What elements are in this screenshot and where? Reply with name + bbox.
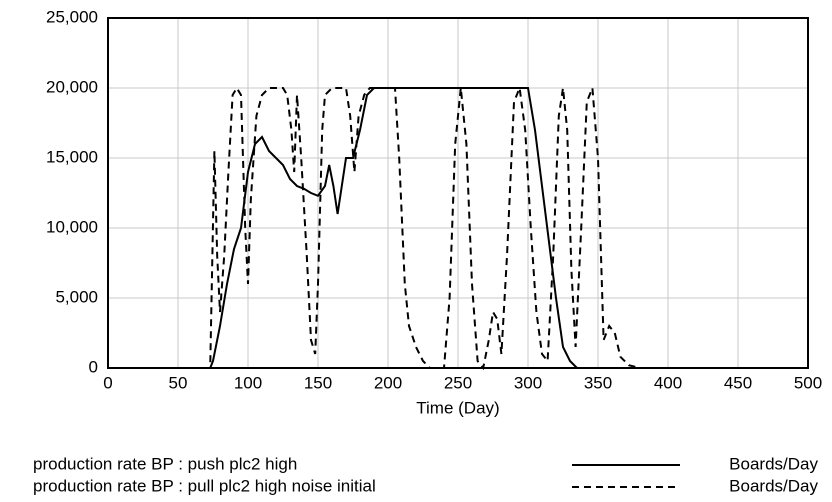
x-tick-label: 200: [374, 373, 402, 392]
x-tick-label: 150: [304, 373, 332, 392]
x-tick-label: 350: [584, 373, 612, 392]
y-tick-label: 20,000: [46, 77, 98, 96]
y-tick-label: 10,000: [46, 217, 98, 236]
y-tick-label: 25,000: [46, 7, 98, 26]
legend-label: production rate BP : pull plc2 high nois…: [33, 476, 376, 495]
x-tick-label: 100: [234, 373, 262, 392]
x-tick-label: 400: [654, 373, 682, 392]
x-tick-label: 450: [724, 373, 752, 392]
x-tick-label: 300: [514, 373, 542, 392]
x-tick-label: 500: [794, 373, 822, 392]
x-tick-label: 0: [103, 373, 112, 392]
y-tick-label: 0: [89, 357, 98, 376]
plot-frame: [107, 17, 809, 369]
legend-label: production rate BP : push plc2 high: [33, 454, 297, 473]
x-tick-label: 50: [169, 373, 188, 392]
series-line: [108, 84, 808, 371]
series-line: [108, 87, 808, 369]
x-axis-label: Time (Day): [416, 398, 499, 417]
y-tick-label: 15,000: [46, 147, 98, 166]
legend-unit: Boards/Day: [729, 454, 818, 473]
x-tick-label: 250: [444, 373, 472, 392]
y-tick-label: 5,000: [55, 287, 98, 306]
legend-unit: Boards/Day: [729, 476, 818, 495]
